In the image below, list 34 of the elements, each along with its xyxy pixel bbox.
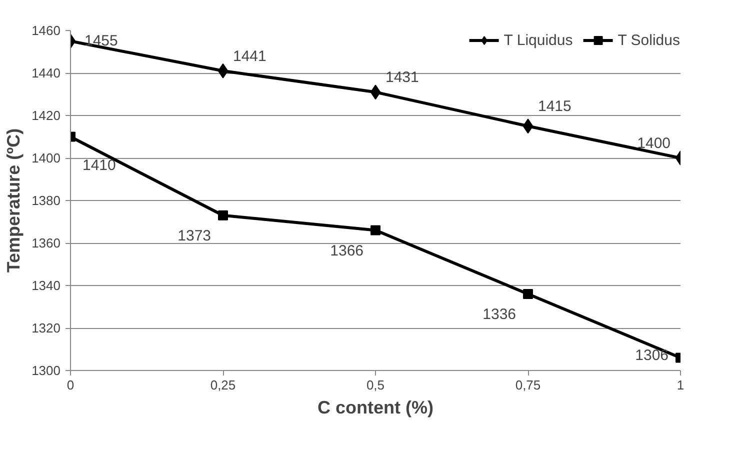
point	[522, 118, 534, 134]
data-label: 1336	[482, 306, 516, 323]
data-label: 1366	[330, 242, 364, 260]
y-tick-label: 1420	[32, 108, 60, 123]
y-tick-label: 1340	[32, 278, 60, 293]
point	[218, 63, 228, 78]
y-tick-label: 1400	[32, 150, 60, 166]
x-tick-label: 0,5	[366, 378, 385, 392]
y-axis-title: Temperature (ºC)	[4, 128, 24, 273]
point	[523, 289, 533, 299]
data-label: 1400	[637, 135, 671, 152]
point	[218, 210, 228, 220]
data-label: 1455	[84, 32, 118, 50]
point	[370, 84, 381, 100]
y-tick-label: 1380	[32, 193, 60, 208]
y-tick-label: 1460	[32, 23, 60, 38]
data-label: 1441	[233, 48, 266, 65]
x-axis-title: C content (%)	[318, 398, 434, 418]
y-tick-label: 1300	[32, 363, 60, 378]
data-label: 1431	[386, 69, 419, 86]
y-tick-label: 1440	[32, 66, 60, 80]
y-tick-label: 1360	[32, 236, 60, 250]
x-tick-label: 0,25	[210, 378, 236, 392]
data-label: 1415	[538, 98, 572, 116]
data-label: 1373	[178, 227, 212, 244]
x-tick-label: 0	[66, 378, 74, 392]
legend-label: T Solidus	[618, 32, 680, 48]
point	[370, 225, 380, 236]
data-label: 1306	[635, 346, 669, 364]
x-tick-label: 0,75	[515, 378, 541, 392]
y-tick-label: 1320	[32, 320, 60, 336]
legend-label: T Liquidus	[504, 32, 573, 48]
data-label: 1410	[82, 156, 116, 174]
x-tick-label: 1	[676, 378, 684, 392]
